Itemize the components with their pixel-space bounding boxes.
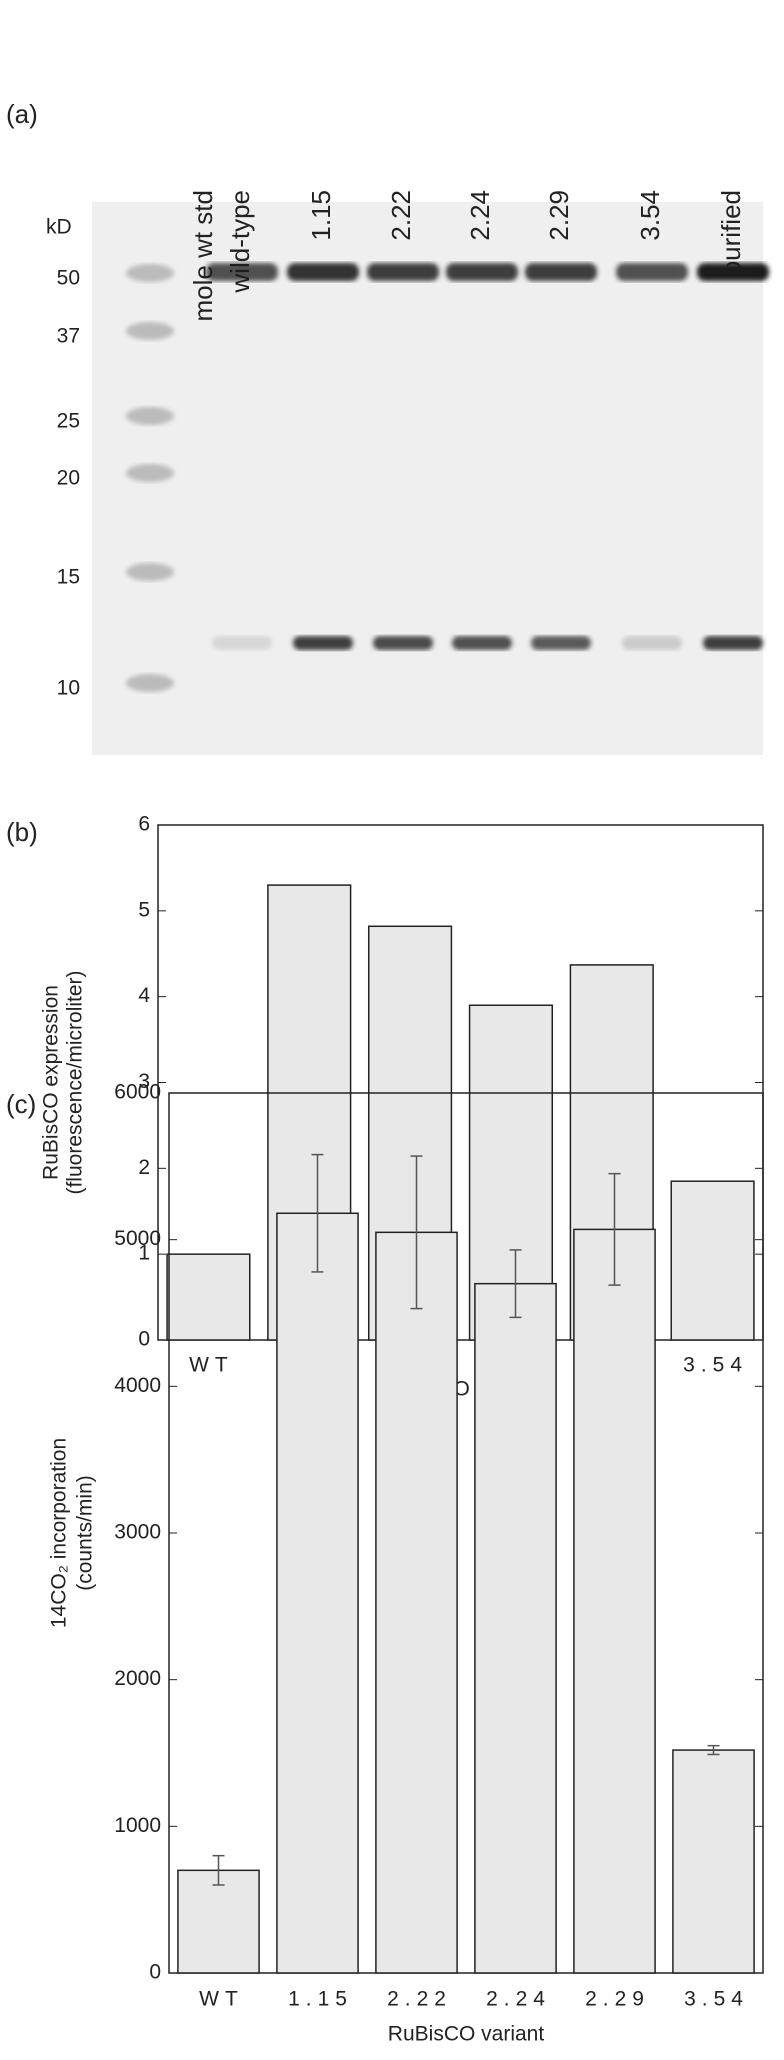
band: [531, 636, 591, 650]
lane-label: 1.15: [306, 190, 336, 241]
x-tick-label: WT: [199, 1988, 244, 2011]
band: [287, 263, 359, 281]
x-tick-label: 2.22: [387, 1988, 452, 2011]
band: [373, 636, 433, 650]
y-axis-label: RuBisCO expression: [40, 985, 63, 1180]
band: [622, 636, 682, 650]
y-tick-label: 4: [138, 984, 150, 1007]
band: [616, 263, 688, 281]
marker-band: [126, 264, 174, 282]
band: [703, 636, 763, 650]
band: [446, 263, 518, 281]
marker-band: [126, 322, 174, 340]
bar: [672, 1749, 755, 1974]
band: [697, 263, 769, 281]
y-axis-label: (counts/min): [74, 1475, 97, 1591]
bar: [573, 1228, 656, 1974]
y-axis-label: (fluorescence/microliter): [64, 970, 87, 1194]
y-tick-label: 5: [138, 898, 150, 921]
bar: [375, 1231, 458, 1974]
y-axis-label: 14CO₂ incorporation: [48, 1438, 71, 1628]
marker-label: 20: [57, 467, 80, 490]
marker-band: [126, 674, 174, 692]
panel-label: (c): [6, 1089, 36, 1119]
y-tick-label: 1000: [114, 1814, 161, 1837]
gel-unit: kD: [46, 216, 72, 239]
band: [452, 636, 512, 650]
lane-label: 3.54: [635, 190, 665, 241]
band: [525, 263, 597, 281]
lane-label: purified: [716, 190, 746, 275]
bar: [670, 1180, 755, 1341]
y-tick-label: 2: [138, 1156, 150, 1179]
y-tick-label: 3: [138, 1070, 150, 1093]
band: [206, 263, 278, 281]
lane-label: 2.29: [544, 190, 574, 241]
x-tick-label: WT: [189, 1354, 234, 1377]
panel-label: (b): [6, 817, 38, 847]
marker-label: 15: [57, 566, 80, 589]
panel-label: (a): [6, 99, 38, 129]
marker-label: 50: [57, 267, 80, 290]
bar: [166, 1253, 251, 1341]
lane-label: 2.24: [465, 190, 495, 241]
band: [367, 263, 439, 281]
bar: [177, 1869, 260, 1974]
y-tick-label: 4000: [114, 1374, 161, 1397]
y-tick-label: 2000: [114, 1667, 161, 1690]
marker-label: 10: [57, 677, 80, 700]
y-tick-label: 0: [149, 1961, 161, 1984]
y-tick-label: 5000: [114, 1227, 161, 1250]
marker-label: 37: [57, 325, 80, 348]
bar: [276, 1212, 359, 1974]
band: [212, 636, 272, 650]
lane-label: 2.22: [386, 190, 416, 241]
y-tick-label: 6000: [114, 1081, 161, 1104]
x-tick-label: 2.29: [585, 1988, 650, 2011]
marker-band: [126, 563, 174, 581]
bar: [474, 1282, 557, 1974]
x-tick-label: 1.15: [288, 1988, 353, 2011]
lane-label: mole wt std: [188, 190, 218, 322]
marker-band: [126, 464, 174, 482]
band: [293, 636, 353, 650]
gel: [92, 202, 763, 755]
x-tick-label: 3.54: [683, 1354, 748, 1377]
y-tick-label: 1: [138, 1242, 150, 1265]
x-tick-label: 2.24: [486, 1988, 551, 2011]
x-tick-label: 3.54: [684, 1988, 749, 2011]
y-tick-label: 3000: [114, 1521, 161, 1544]
y-tick-label: 6: [138, 813, 150, 836]
marker-band: [126, 407, 174, 425]
y-tick-label: 0: [138, 1328, 150, 1351]
marker-label: 25: [57, 410, 80, 433]
x-axis-label: RuBisCO variant: [388, 2023, 545, 2046]
